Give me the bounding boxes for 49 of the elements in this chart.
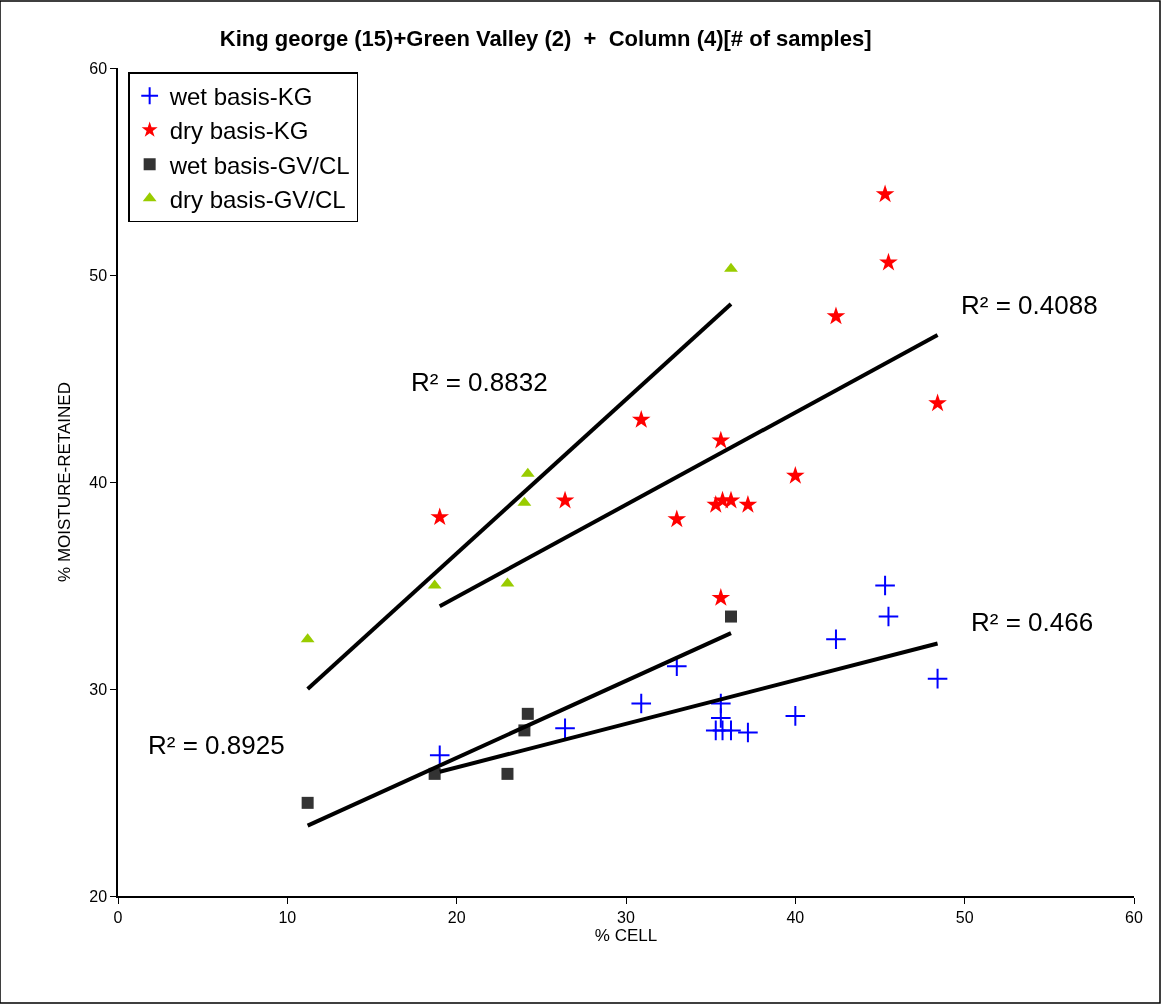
point bbox=[711, 430, 731, 449]
point bbox=[521, 707, 534, 720]
point bbox=[724, 262, 738, 272]
point bbox=[555, 490, 575, 509]
y-tick-label: 30 bbox=[89, 680, 108, 698]
x-tick-label: 30 bbox=[617, 908, 635, 926]
legend-label: wet basis-GV/CL bbox=[168, 151, 350, 179]
point bbox=[721, 490, 741, 509]
point bbox=[667, 509, 687, 528]
point bbox=[875, 184, 895, 203]
point bbox=[738, 494, 758, 513]
x-tick-label: 20 bbox=[447, 908, 466, 926]
point bbox=[724, 610, 737, 623]
point bbox=[737, 721, 759, 744]
point bbox=[554, 717, 576, 740]
chart-title: King george (15)+Green Valley (2) + Column (4)[# of samples] bbox=[219, 25, 872, 51]
x-tick-label: 0 bbox=[113, 908, 123, 926]
point bbox=[826, 306, 846, 325]
point bbox=[630, 692, 653, 715]
point bbox=[879, 252, 898, 271]
legend-label: dry basis-KG bbox=[169, 117, 309, 145]
annotation: R² = 0.4088 bbox=[961, 290, 1098, 320]
x-tick-label: 40 bbox=[786, 908, 805, 926]
point bbox=[926, 667, 949, 690]
y-tick-label: 60 bbox=[89, 59, 108, 77]
annotation: R² = 0.466 bbox=[971, 607, 1094, 637]
point bbox=[631, 410, 651, 428]
point bbox=[711, 588, 731, 606]
point bbox=[501, 767, 514, 780]
annotation: R² = 0.8832 bbox=[411, 367, 548, 397]
point bbox=[825, 628, 847, 651]
y-tick-label: 20 bbox=[89, 887, 108, 905]
point bbox=[786, 465, 805, 484]
x-tick-label: 60 bbox=[1125, 908, 1143, 926]
point bbox=[784, 705, 807, 727]
y-tick-label: 50 bbox=[89, 266, 108, 284]
point bbox=[301, 796, 314, 809]
point bbox=[928, 393, 947, 412]
x-axis-title: % CELL bbox=[594, 925, 658, 945]
point bbox=[430, 507, 450, 526]
x-tick-label: 50 bbox=[955, 908, 974, 926]
legend-label: dry basis-GV/CL bbox=[169, 185, 346, 213]
y-axis-title: % MOISTURE-RETAINED bbox=[55, 382, 75, 582]
x-tick-label: 10 bbox=[278, 908, 297, 926]
point bbox=[877, 605, 900, 628]
y-tick-label: 40 bbox=[89, 473, 108, 491]
legend-label: wet basis-KG bbox=[168, 83, 313, 111]
point bbox=[874, 574, 896, 597]
annotation: R² = 0.8925 bbox=[148, 730, 285, 760]
